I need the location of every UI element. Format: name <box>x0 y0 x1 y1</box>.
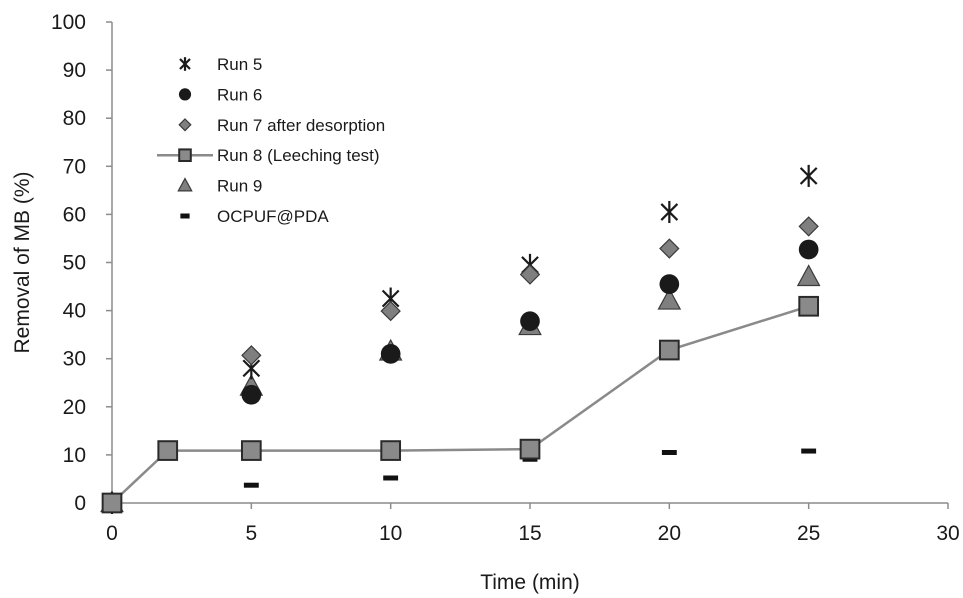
data-point-2 <box>519 264 541 285</box>
y-tick-label: 50 <box>63 252 86 275</box>
data-point-2 <box>798 216 819 237</box>
legend-marker <box>177 177 193 192</box>
data-point-1 <box>659 274 680 294</box>
data-point-1 <box>798 239 819 260</box>
legend-item: Run 7 after desorption <box>178 116 385 135</box>
y-tick-label: 80 <box>63 107 86 130</box>
data-point-5 <box>661 449 677 455</box>
x-tick-label: 20 <box>658 522 681 545</box>
x-tick-label: 25 <box>797 522 820 545</box>
legend-marker <box>178 148 192 162</box>
legend-marker <box>179 57 191 71</box>
legend-marker <box>178 88 192 101</box>
data-point-4 <box>657 287 682 310</box>
y-tick-label: 20 <box>63 396 86 419</box>
y-tick-label: 40 <box>63 300 86 323</box>
x-tick-label: 5 <box>245 522 257 545</box>
legend-label: Run 7 after desorption <box>217 116 385 135</box>
data-point-3 <box>380 440 402 461</box>
data-point-5 <box>801 448 817 454</box>
data-point-2 <box>241 345 262 366</box>
y-tick-label: 90 <box>63 59 86 82</box>
data-point-0 <box>660 200 679 224</box>
x-tick-label: 10 <box>379 522 402 545</box>
x-axis-title: Time (min) <box>480 571 580 594</box>
y-tick-label: 0 <box>74 492 86 515</box>
series-line-3 <box>111 305 810 504</box>
data-point-1 <box>241 384 262 405</box>
data-point-3 <box>101 492 123 514</box>
legend-label: Run 5 <box>217 55 262 74</box>
data-point-3 <box>658 339 680 361</box>
legend-marker <box>180 213 190 219</box>
legend-label: Run 6 <box>217 85 262 104</box>
data-point-3 <box>157 440 179 461</box>
legend-label: Run 8 (Leeching test) <box>217 146 380 165</box>
legend-item: Run 6 <box>178 85 262 104</box>
tick-labels: 0 10 20 30 40 50 60 70 80 90 100 0 5 10 15 20 25 30 <box>51 11 960 545</box>
data-point-0 <box>799 164 818 187</box>
data-point-5 <box>243 482 259 488</box>
legend-item: Run 8 (Leeching test) <box>157 146 380 165</box>
y-tick-label: 10 <box>63 444 86 467</box>
data-point-1 <box>520 311 540 332</box>
data-point-3 <box>798 295 820 317</box>
data-point-2 <box>380 300 401 322</box>
y-tick-label: 60 <box>63 203 86 226</box>
data-point-2 <box>659 238 680 259</box>
data-point-3 <box>240 440 262 461</box>
x-tick-label: 15 <box>518 522 541 545</box>
legend-label: Run 9 <box>217 177 262 196</box>
data-point-4 <box>796 264 821 287</box>
legend-item: Run 9 <box>177 177 262 196</box>
x-tick-label: 0 <box>106 522 118 545</box>
legend: Run 5 Run 6 Run 7 after desorption Run 8 (L… <box>157 55 385 226</box>
y-tick-label: 70 <box>63 155 86 178</box>
legend-item: Run 5 <box>179 55 262 74</box>
x-tick-label: 30 <box>936 522 959 545</box>
legend-item: OCPUF@PDA <box>180 207 329 226</box>
data-marks <box>100 164 821 515</box>
series-lines <box>111 305 810 504</box>
y-tick-label: 100 <box>51 11 86 34</box>
legend-label: OCPUF@PDA <box>217 207 329 226</box>
y-axis-title: Removal of MB (%) <box>11 171 34 353</box>
data-point-1 <box>380 344 401 364</box>
legend-marker <box>178 118 192 132</box>
data-point-3 <box>519 438 541 460</box>
y-tick-label: 30 <box>63 348 86 371</box>
data-point-5 <box>383 475 399 481</box>
